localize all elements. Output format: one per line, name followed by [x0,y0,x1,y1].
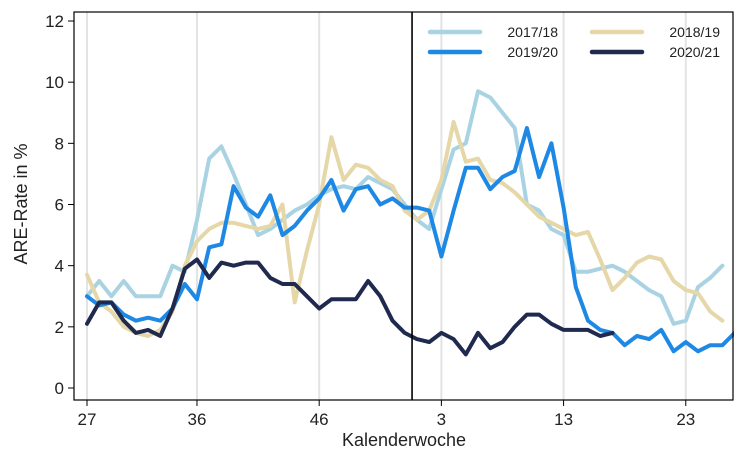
y-axis-title: ARE-Rate in % [11,143,31,264]
y-tick-label: 6 [55,196,64,215]
legend-label-2: 2018/19 [669,24,720,40]
y-tick-label: 8 [55,134,64,153]
y-tick-label: 12 [45,12,64,31]
x-tick-label: 3 [437,410,446,429]
y-tick-label: 10 [45,73,64,92]
y-tick-label: 0 [55,379,64,398]
x-tick-label: 46 [310,410,329,429]
plot-frame [73,11,734,401]
legend-label-3: 2019/20 [507,44,558,60]
x-axis-title: Kalenderwoche [342,430,466,450]
gridlines [86,12,687,400]
legend-label-1: 2017/18 [507,24,558,40]
legend-label-4: 2020/21 [669,44,720,60]
y-tick-label: 2 [55,318,64,337]
x-tick-label: 36 [188,410,207,429]
series-lines [85,89,734,357]
x-tick-label: 13 [554,410,573,429]
x-tick-label: 23 [676,410,695,429]
y-tick-label: 4 [55,257,64,276]
series-line-3 [85,126,734,354]
x-tick-label: 27 [78,410,97,429]
series-line-4 [85,257,615,357]
series-line-1 [85,89,725,326]
series-line-2 [85,119,725,338]
legend: 2017/18 2018/19 2019/20 2020/21 [427,24,720,60]
